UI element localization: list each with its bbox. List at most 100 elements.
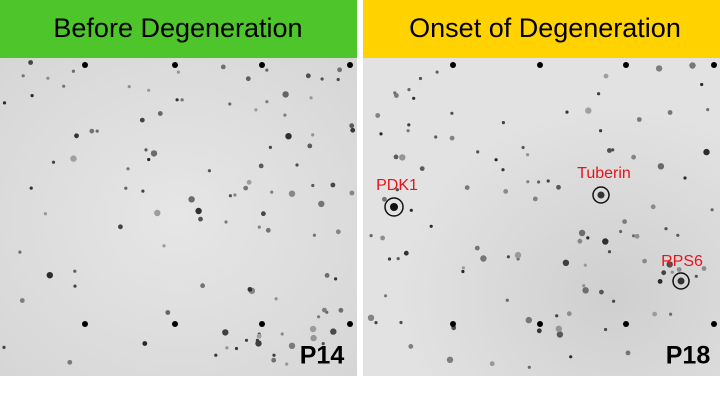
spot — [597, 92, 601, 96]
spot — [207, 169, 211, 173]
spot — [429, 224, 433, 228]
spot — [74, 133, 79, 139]
spot — [380, 235, 385, 241]
spot — [309, 96, 313, 100]
spot — [285, 133, 292, 140]
spot — [335, 229, 341, 235]
spot — [147, 157, 151, 162]
spot — [642, 258, 647, 264]
annotation: RPS6 — [661, 253, 703, 270]
spot — [408, 344, 414, 349]
spot — [387, 257, 392, 261]
spot — [195, 207, 202, 215]
panel-header: Onset of Degeneration — [409, 13, 681, 43]
spot — [256, 333, 262, 339]
spot — [265, 227, 271, 233]
spot — [474, 245, 480, 251]
spot — [611, 148, 615, 152]
spot — [514, 251, 522, 259]
spot — [73, 269, 77, 273]
spot — [70, 155, 77, 162]
spot — [312, 233, 316, 237]
header-bar — [0, 0, 357, 58]
spot — [657, 279, 663, 284]
spot — [330, 182, 336, 188]
spot — [399, 154, 406, 161]
spot — [582, 287, 589, 294]
spot — [265, 100, 269, 104]
spot — [324, 273, 330, 278]
spot — [586, 236, 590, 240]
header-bar — [363, 0, 720, 58]
spot — [228, 194, 232, 198]
spot — [407, 88, 411, 92]
array-image — [0, 58, 357, 376]
spot — [295, 163, 299, 167]
spot — [670, 270, 674, 274]
spot — [318, 200, 325, 208]
spot — [711, 321, 717, 327]
highlight-circle — [592, 186, 610, 204]
spot — [288, 342, 296, 349]
spot — [214, 353, 218, 357]
spot — [82, 321, 88, 327]
spot — [666, 261, 673, 268]
spot — [124, 186, 128, 190]
spot — [434, 135, 438, 139]
spot — [607, 250, 612, 254]
array-spots — [2, 60, 356, 366]
spot — [694, 274, 698, 278]
spot — [701, 266, 707, 271]
spot — [29, 186, 33, 190]
array-spots — [367, 62, 717, 369]
spot — [599, 289, 604, 295]
spot — [305, 73, 311, 79]
spot — [597, 191, 605, 199]
spot — [334, 277, 338, 281]
spot — [176, 70, 180, 74]
spot — [317, 315, 321, 319]
spot — [280, 332, 284, 336]
spot — [711, 62, 717, 68]
spot — [676, 233, 680, 237]
panel-label: P14 — [300, 342, 345, 370]
spot — [710, 208, 714, 212]
spot — [577, 238, 583, 244]
spot — [228, 102, 232, 106]
spot — [390, 203, 398, 211]
spot — [46, 272, 53, 279]
spot — [683, 176, 687, 180]
spot — [320, 77, 324, 81]
spot — [118, 224, 123, 230]
spot — [127, 85, 131, 89]
spot — [631, 154, 636, 160]
spot — [157, 111, 163, 116]
spot — [322, 307, 327, 313]
spot — [393, 91, 397, 95]
spot — [244, 338, 249, 342]
spot — [569, 355, 573, 359]
array-image — [363, 58, 720, 376]
spot — [139, 117, 145, 123]
spot — [700, 82, 704, 87]
spot — [126, 167, 130, 171]
spot — [347, 321, 353, 327]
spot — [245, 76, 251, 82]
spot — [657, 163, 665, 170]
spot — [536, 328, 542, 334]
spot — [243, 185, 249, 191]
spot — [677, 277, 685, 285]
spot — [288, 190, 296, 197]
spot — [46, 76, 50, 80]
spot — [583, 263, 587, 267]
spot — [180, 98, 184, 102]
spot — [175, 98, 179, 102]
spot — [476, 150, 480, 154]
spot — [407, 123, 411, 127]
spot — [689, 62, 696, 69]
spot — [144, 148, 148, 152]
spot — [338, 307, 344, 313]
panel-label: P18 — [666, 342, 711, 370]
spot — [525, 316, 532, 324]
